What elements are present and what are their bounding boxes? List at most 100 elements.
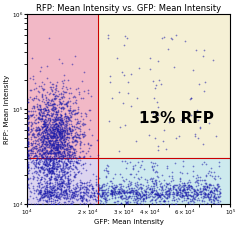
- Point: [53, 145, 57, 149]
- Point: [55, 146, 59, 150]
- Point: [76, 136, 80, 139]
- Point: [50, 194, 54, 197]
- Point: [56, 89, 60, 93]
- Point: [134, 192, 138, 195]
- Point: [44, 109, 48, 112]
- Point: [136, 176, 139, 179]
- Point: [108, 80, 112, 84]
- Point: [153, 86, 157, 90]
- Point: [66, 187, 69, 190]
- Point: [54, 194, 58, 198]
- Point: [39, 138, 42, 142]
- Point: [60, 177, 64, 180]
- Point: [75, 181, 79, 184]
- Point: [138, 182, 142, 185]
- Point: [83, 133, 87, 136]
- Point: [55, 195, 59, 199]
- Point: [47, 127, 51, 131]
- Point: [36, 104, 39, 108]
- Point: [110, 196, 114, 200]
- Point: [144, 189, 148, 193]
- Point: [51, 128, 55, 131]
- Point: [65, 182, 69, 186]
- Point: [41, 133, 45, 136]
- Point: [206, 191, 210, 194]
- Point: [192, 188, 196, 192]
- Point: [107, 119, 111, 123]
- Point: [82, 122, 86, 125]
- Point: [204, 187, 207, 191]
- Point: [75, 160, 79, 164]
- Point: [50, 190, 54, 194]
- Point: [60, 127, 64, 131]
- Point: [125, 185, 128, 189]
- Point: [30, 143, 34, 147]
- Point: [215, 187, 218, 191]
- Point: [42, 135, 46, 139]
- Point: [72, 176, 76, 179]
- Point: [83, 161, 87, 165]
- Point: [63, 129, 67, 132]
- Point: [34, 160, 38, 164]
- Point: [68, 190, 72, 194]
- Point: [53, 138, 57, 142]
- Point: [54, 177, 58, 181]
- Point: [196, 196, 200, 199]
- Point: [39, 178, 42, 181]
- Point: [53, 177, 57, 180]
- Point: [122, 179, 126, 183]
- Point: [60, 166, 64, 170]
- Point: [68, 108, 72, 112]
- Point: [173, 183, 177, 186]
- Point: [121, 189, 125, 193]
- Point: [42, 121, 46, 125]
- Point: [36, 156, 40, 160]
- Point: [124, 177, 128, 181]
- Point: [86, 190, 90, 194]
- Point: [63, 102, 67, 106]
- Point: [36, 188, 40, 192]
- Point: [181, 164, 185, 168]
- Point: [41, 107, 45, 110]
- Point: [48, 140, 51, 144]
- Point: [42, 159, 46, 163]
- Point: [177, 190, 180, 194]
- Point: [43, 199, 47, 202]
- Point: [126, 200, 129, 204]
- Point: [44, 122, 48, 126]
- Point: [163, 187, 167, 191]
- Point: [29, 160, 33, 164]
- Point: [32, 96, 36, 99]
- Point: [65, 163, 68, 166]
- Point: [69, 114, 73, 117]
- Point: [168, 193, 171, 196]
- Point: [135, 180, 139, 183]
- Point: [163, 192, 167, 196]
- Point: [40, 142, 44, 146]
- Point: [68, 118, 72, 121]
- Point: [63, 195, 67, 199]
- Point: [186, 196, 189, 200]
- Point: [52, 129, 56, 132]
- Point: [133, 197, 137, 201]
- Point: [211, 198, 215, 202]
- Point: [162, 183, 166, 187]
- Point: [140, 186, 144, 190]
- Point: [30, 148, 33, 152]
- Point: [106, 194, 109, 197]
- Point: [60, 151, 64, 155]
- Point: [26, 154, 30, 158]
- Point: [49, 172, 53, 175]
- Point: [45, 164, 49, 168]
- Point: [26, 144, 30, 147]
- Point: [136, 198, 140, 202]
- Point: [94, 199, 97, 203]
- Point: [112, 191, 116, 195]
- Point: [134, 194, 138, 198]
- Point: [202, 190, 206, 194]
- Point: [60, 134, 64, 138]
- Point: [121, 191, 125, 194]
- Point: [61, 145, 65, 149]
- Point: [150, 186, 154, 190]
- Point: [103, 195, 107, 199]
